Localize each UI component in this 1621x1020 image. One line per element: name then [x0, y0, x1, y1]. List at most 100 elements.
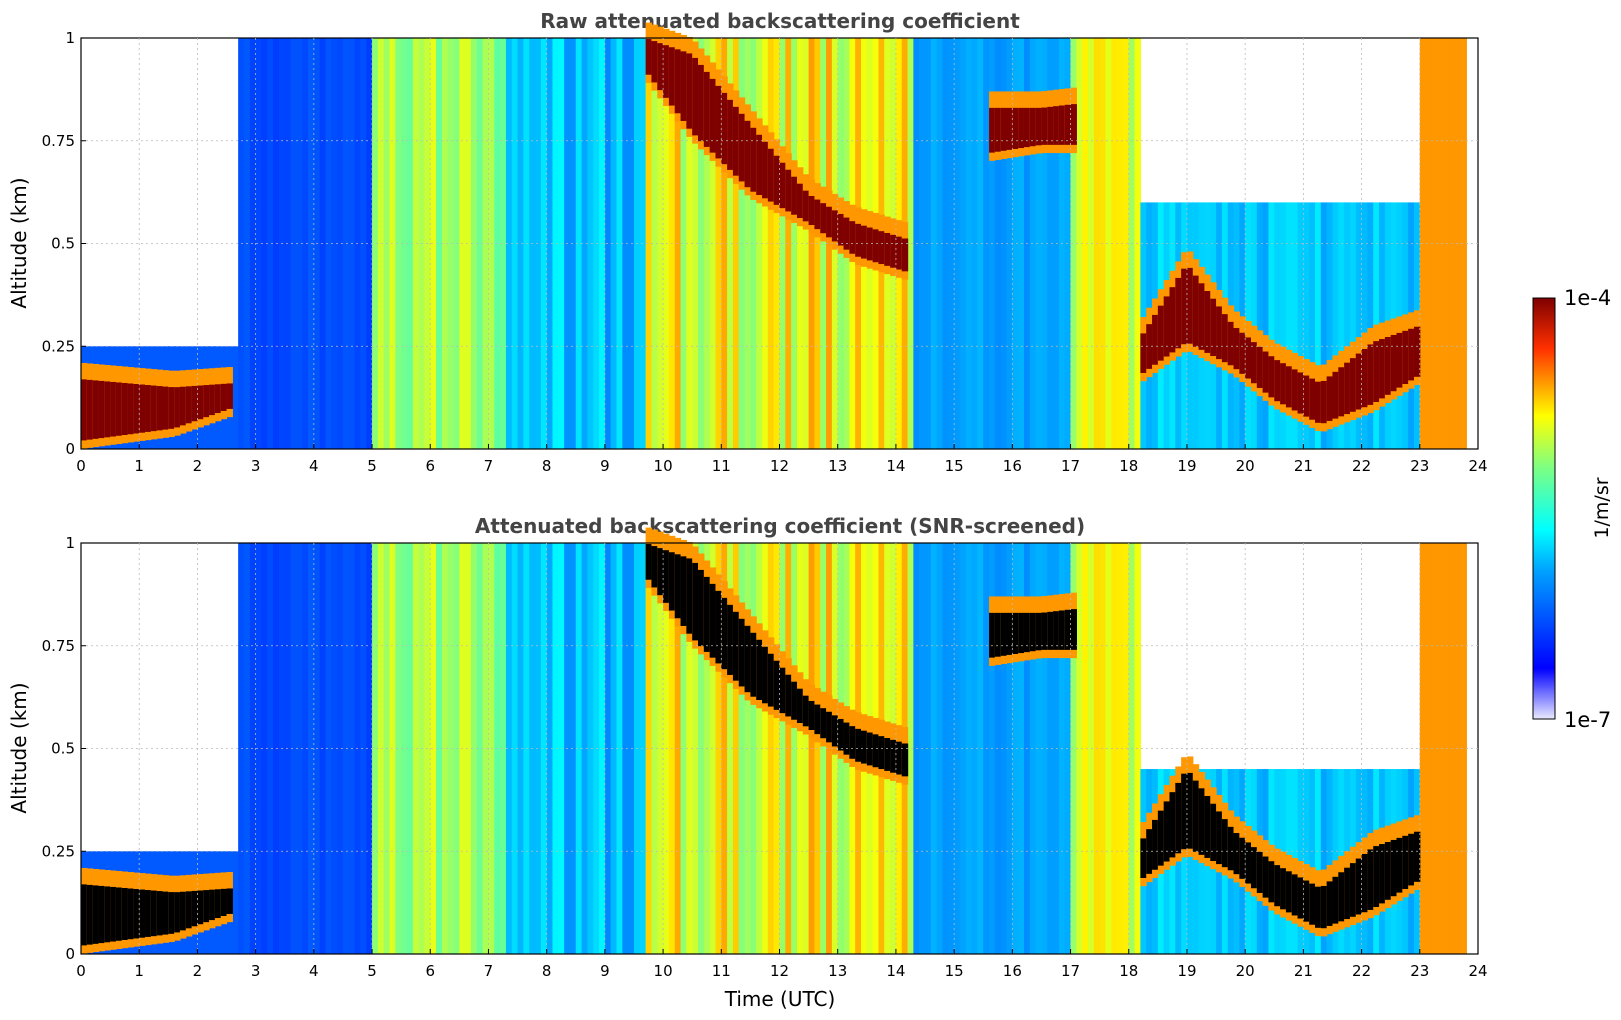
heatmap-column	[802, 543, 810, 954]
cloud-core	[989, 612, 996, 658]
heatmap-column	[261, 543, 268, 954]
heatmap-column	[971, 543, 979, 954]
heatmap-column	[430, 38, 437, 449]
heatmap-column	[936, 543, 944, 954]
cloud-core	[785, 169, 792, 212]
heatmap-column	[1070, 38, 1077, 449]
cloud-core	[1361, 348, 1369, 408]
cloud-core	[1355, 353, 1363, 410]
heatmap-column	[994, 38, 1002, 449]
colorbar: 1e-4 1e-7 1/m/sr	[1532, 286, 1613, 732]
heatmap-column	[296, 38, 303, 449]
cloud-core	[1338, 872, 1345, 922]
cloud-core	[1390, 334, 1398, 392]
cloud-core	[750, 127, 757, 192]
cloud-core	[1000, 612, 1008, 656]
x-tick-label: 10	[654, 457, 673, 475]
heatmap-column	[610, 543, 618, 954]
heatmap-column	[331, 543, 338, 954]
cloud-core	[820, 203, 827, 234]
heatmap-column	[616, 543, 623, 954]
cloud-core	[203, 890, 210, 923]
cloud-core	[1250, 847, 1258, 889]
cloud-core	[98, 885, 105, 944]
cloud-core	[168, 387, 175, 429]
x-tick-label: 17	[1061, 457, 1080, 475]
y-tick-label: 0.5	[51, 740, 75, 758]
heatmap-column	[1320, 202, 1328, 449]
heatmap-column	[604, 543, 612, 954]
x-tick-label: 24	[1468, 962, 1487, 980]
heatmap-column	[994, 543, 1002, 954]
x-tick-label: 18	[1119, 962, 1138, 980]
y-tick-label: 0.75	[42, 132, 75, 150]
cloud-core	[127, 383, 134, 435]
heatmap-column	[686, 543, 693, 954]
cloud-core	[209, 889, 216, 921]
cloud-core	[989, 107, 996, 153]
cloud-core	[843, 722, 850, 755]
cloud-core	[1053, 106, 1060, 145]
cloud-core	[773, 660, 781, 710]
heatmap-column	[360, 38, 367, 449]
heatmap-column	[540, 38, 548, 449]
heatmap-column	[692, 543, 699, 954]
heatmap-column	[971, 38, 979, 449]
heatmap-screened	[81, 527, 1467, 954]
heatmap-column	[1437, 543, 1444, 954]
heatmap-column	[1256, 202, 1264, 449]
x-tick-label: 9	[600, 457, 610, 475]
cloud-core	[1297, 372, 1304, 414]
heatmap-column	[1349, 202, 1357, 449]
heatmap-column	[441, 38, 449, 449]
x-tick-label: 2	[193, 962, 203, 980]
cloud-core	[1326, 881, 1334, 926]
cloud-core	[226, 888, 233, 914]
cloud-core	[139, 384, 146, 433]
cloud-core	[994, 107, 1002, 152]
heatmap-column	[569, 38, 577, 449]
cloud-core	[110, 381, 117, 437]
heatmap-column	[436, 543, 443, 954]
heatmap-column	[727, 38, 734, 449]
x-tick-label: 0	[76, 962, 86, 980]
heatmap-column	[546, 543, 554, 954]
cloud-core	[657, 548, 664, 596]
cloud-core	[744, 625, 751, 693]
cloud-core	[767, 653, 775, 707]
cloud-core	[1012, 612, 1019, 654]
cloud-core	[220, 383, 228, 411]
cloud-core	[715, 590, 722, 664]
heatmap-column	[535, 38, 542, 449]
cloud-core	[1379, 339, 1386, 399]
cloud-core	[203, 385, 210, 418]
cloud-core	[121, 382, 129, 436]
cloud-core	[1402, 835, 1409, 890]
x-tick-label: 1	[134, 962, 144, 980]
x-tick-label: 13	[828, 962, 847, 980]
cloud-core	[878, 736, 885, 770]
cloud-core	[651, 41, 658, 83]
heatmap-column	[406, 543, 414, 954]
cloud-core	[150, 385, 158, 432]
x-tick-label: 5	[367, 962, 377, 980]
colorbar-gradient	[1532, 297, 1556, 720]
cloud-core	[1309, 378, 1316, 420]
cloud-core	[1023, 612, 1031, 653]
heatmap-column	[249, 38, 257, 449]
heatmap-column	[302, 543, 309, 954]
x-tick-label: 22	[1352, 962, 1371, 980]
heatmap-column	[1355, 202, 1363, 449]
cloud-core	[1070, 104, 1077, 145]
heatmap-column	[1419, 38, 1427, 449]
cloud-core	[814, 704, 821, 735]
cloud-core	[133, 889, 140, 939]
heatmap-column	[1326, 769, 1334, 954]
cloud-core	[1000, 107, 1008, 151]
cloud-core	[1349, 863, 1357, 917]
cloud-core	[1291, 874, 1299, 916]
cloud-core	[174, 387, 181, 428]
cloud-core	[849, 726, 856, 759]
cloud-core	[1047, 106, 1054, 145]
cloud-core	[866, 227, 874, 261]
